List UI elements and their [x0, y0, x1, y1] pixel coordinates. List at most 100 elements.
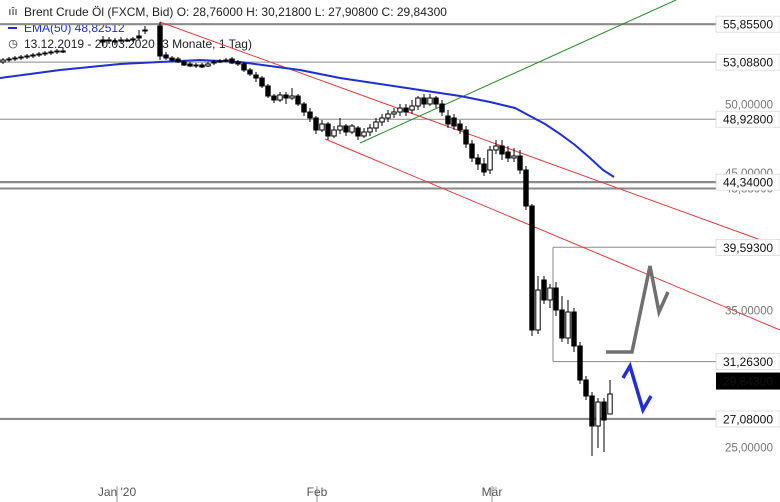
candle-body	[18, 56, 24, 59]
candle-body	[457, 123, 463, 131]
candle-body	[124, 39, 130, 42]
date-range-text: 13.12.2019 - 20.03.2020 (3 Monate, 1 Tag…	[24, 37, 252, 51]
candle	[229, 57, 235, 64]
clock-icon: ◷	[8, 38, 18, 50]
candle-body	[403, 107, 409, 113]
candle	[48, 50, 54, 55]
candle	[493, 140, 499, 154]
candle	[535, 276, 541, 334]
candle	[463, 126, 469, 148]
candle	[289, 88, 295, 100]
candle	[106, 37, 112, 44]
candle	[421, 94, 427, 108]
candle-body	[271, 95, 277, 101]
level-price-box	[715, 238, 780, 256]
candle	[481, 158, 487, 176]
candle-body	[601, 401, 607, 421]
candle	[565, 300, 571, 344]
candle	[199, 63, 205, 68]
candle-body	[559, 309, 565, 339]
range-row: ◷ 13.12.2019 - 20.03.2020 (3 Monate, 1 T…	[6, 36, 447, 52]
candle	[223, 58, 229, 62]
candle	[427, 94, 433, 106]
candle-body	[523, 169, 529, 207]
candle-body	[337, 125, 343, 131]
candle	[529, 204, 535, 336]
candle	[361, 128, 367, 138]
candle	[445, 110, 451, 128]
candle-body	[136, 35, 142, 39]
candle	[403, 104, 409, 116]
candle-body	[253, 74, 259, 79]
candle-body	[100, 39, 106, 43]
ema-50-line	[0, 58, 615, 178]
candle-body	[433, 97, 439, 105]
candle	[277, 92, 283, 102]
candle	[577, 342, 583, 384]
symbol-ohlc-text: Brent Crude Öl (FXCM, Bid) O: 28,76000 H…	[24, 5, 447, 19]
candle-body	[607, 393, 613, 415]
candle-body	[547, 287, 553, 301]
candle-body	[535, 289, 541, 331]
level-price-text: 48,92800	[723, 113, 773, 127]
level-price-box	[715, 53, 780, 71]
candle	[319, 120, 325, 132]
candle	[112, 38, 118, 45]
candle-body	[193, 64, 199, 67]
candle	[487, 146, 493, 174]
candle	[211, 60, 217, 65]
candle	[337, 118, 343, 134]
candle-body	[187, 63, 193, 67]
candle-body	[379, 117, 385, 123]
candle	[0, 58, 6, 64]
time-tick-label: Mär	[482, 485, 503, 499]
symbol-row: ıȋı Brent Crude Öl (FXCM, Bid) O: 28,760…	[6, 4, 447, 20]
candle-body	[571, 311, 577, 347]
level-price-label: 55,85500	[715, 15, 780, 33]
level-price-label: 53,08800	[715, 53, 780, 71]
candle	[475, 154, 481, 170]
candle	[559, 296, 565, 342]
candle	[553, 282, 559, 316]
candle	[181, 60, 187, 66]
candle	[511, 148, 517, 162]
candle-body	[409, 105, 415, 111]
candle	[343, 124, 349, 136]
candle-body	[577, 345, 583, 381]
trend-lines	[159, 0, 780, 331]
candle-body	[217, 60, 223, 63]
level-price-box	[715, 410, 780, 428]
candle-body	[241, 63, 247, 71]
candle	[331, 126, 337, 138]
candle	[325, 122, 331, 140]
candle-body	[421, 97, 427, 105]
level-price-label: 39,59300	[715, 238, 780, 256]
candle-body	[307, 111, 313, 119]
candle-body	[385, 113, 391, 119]
level-price-text: 31,26300	[723, 355, 773, 369]
candle	[54, 49, 60, 54]
candle-body	[445, 115, 451, 125]
candle	[379, 114, 385, 126]
candle-body	[463, 129, 469, 145]
level-lines	[0, 23, 716, 421]
candle-body	[487, 149, 493, 171]
candle-body	[325, 123, 331, 137]
level-price-box	[715, 173, 780, 191]
candles	[0, 22, 613, 456]
candle	[169, 56, 175, 62]
candle-body	[553, 287, 559, 311]
level-price-label: 44,34000	[715, 173, 780, 191]
candle-body	[211, 61, 217, 64]
candle	[241, 62, 247, 72]
candle-body	[130, 38, 136, 41]
price-axis: 50,0000045,0000043,8800025,0000035,00000…	[715, 15, 780, 455]
candle-body	[511, 155, 517, 159]
candle	[433, 96, 439, 108]
candle-body	[157, 25, 163, 57]
candle-body	[259, 77, 265, 87]
candle	[118, 37, 124, 43]
candle	[24, 54, 30, 59]
level-price-label: 48,92800	[715, 110, 780, 128]
